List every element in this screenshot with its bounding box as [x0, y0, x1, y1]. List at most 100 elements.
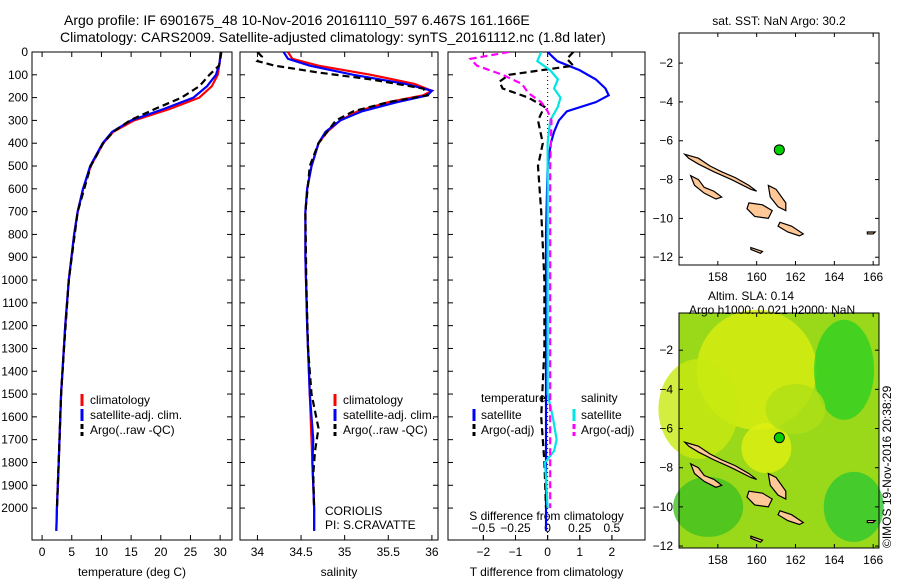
y-tick-label: 1200 — [1, 319, 28, 333]
lat-tick-label: −6 — [659, 422, 673, 436]
lat-tick-label: −10 — [653, 500, 674, 514]
lat-tick-label: −4 — [659, 382, 673, 396]
lat-tick-label: −12 — [653, 539, 674, 553]
y-tick-label: 1000 — [1, 273, 28, 287]
lon-tick-label: 164 — [824, 553, 844, 567]
island — [689, 462, 723, 488]
x-tick-label: 25 — [184, 545, 198, 559]
island — [866, 519, 877, 524]
map-title-line-1: Altim. SLA: 0.14 — [708, 289, 794, 303]
lat-tick-label: −6 — [659, 134, 673, 148]
island — [767, 184, 787, 212]
x-tick-label: 1 — [576, 545, 583, 559]
y-tick-label: 1500 — [1, 387, 28, 401]
source-annotation: PI: S.CRAVATTE — [325, 518, 416, 532]
sla-anomaly-patch — [658, 358, 739, 459]
island — [767, 472, 787, 501]
legend-label: satellite — [481, 408, 522, 422]
lat-tick-label: −2 — [659, 56, 673, 70]
x-tick-label: 35.5 — [377, 545, 401, 559]
y-tick-label: 100 — [8, 68, 28, 82]
y-tick-label: 0 — [21, 45, 28, 59]
legend-label: climatology — [343, 393, 403, 407]
title-line-2: Climatology: CARS2009. Satellite-adjuste… — [60, 29, 606, 45]
x-tick-label: 5 — [68, 545, 75, 559]
legend-label: Argo(..raw -QC) — [90, 423, 175, 437]
argo-float-marker — [773, 144, 785, 156]
title-line-1: Argo profile: IF 6901675_48 10-Nov-2016 … — [64, 12, 530, 28]
y-tick-label: 1100 — [2, 296, 28, 310]
island — [682, 153, 758, 192]
x2-tick-label: −0.5 — [471, 521, 495, 535]
lat-tick-label: −8 — [659, 461, 673, 475]
y-tick-label: 500 — [8, 159, 28, 173]
y-tick-label: 800 — [8, 227, 28, 241]
y-tick-label: 600 — [8, 182, 28, 196]
lon-tick-label: 166 — [863, 270, 883, 284]
y-tick-label: 300 — [8, 113, 28, 127]
map-frame — [678, 312, 880, 549]
y-tick-label: 2000 — [1, 501, 28, 515]
lon-tick-label: 158 — [708, 553, 728, 567]
sla-anomaly-patch — [814, 319, 875, 420]
x-tick-label: 15 — [124, 545, 138, 559]
x2-tick-label: −0.25 — [500, 521, 531, 535]
x-tick-label: 34 — [251, 545, 265, 559]
legend-label: satellite — [581, 408, 622, 422]
lon-tick-label: 162 — [785, 553, 805, 567]
panel-difference: −2 −1 0 1 2 T difference from climatology −0.5… — [447, 51, 646, 579]
x-tick-label: 10 — [95, 545, 109, 559]
x-tick-label: 36 — [425, 545, 439, 559]
y-tick-label: 1300 — [1, 341, 28, 355]
y-tick-label: 1800 — [1, 455, 28, 469]
y-tick-label: 400 — [8, 136, 28, 150]
y-tick-label: 1600 — [1, 410, 28, 424]
x-tick-label: 0 — [544, 545, 551, 559]
x-tick-label: 2 — [609, 545, 616, 559]
series-line-satellite-adj-clim- — [282, 52, 434, 531]
map-title: sat. SST: NaN Argo: 30.2 — [712, 14, 846, 28]
island — [866, 231, 877, 235]
series-line-argo-raw-qc- — [55, 52, 223, 509]
panel-temperature: 0 5 10 15 20 25 30 temperature (deg C) 0 100 200 30… — [1, 45, 233, 579]
y-tick-label: 1700 — [1, 433, 28, 447]
x-tick-label: 34.5 — [289, 545, 313, 559]
legend-label: satellite-adj. clim. — [343, 408, 435, 422]
x2-tick-label: 0.5 — [604, 521, 621, 535]
lon-tick-label: 164 — [824, 270, 844, 284]
map-title-line-2: Argo h1000: 0.021 h2000: NaN — [689, 303, 855, 317]
x-tick-label: 20 — [154, 545, 168, 559]
lat-tick-label: −2 — [659, 343, 673, 357]
legend-header-salinity: salinity — [581, 391, 618, 405]
x-tick-label: 0 — [39, 545, 46, 559]
map-frame — [678, 32, 880, 266]
y-tick-label: 900 — [8, 250, 28, 264]
island — [746, 490, 773, 508]
source-annotation: CORIOLIS — [325, 504, 382, 518]
island — [746, 202, 773, 220]
sla-anomaly-patch — [673, 476, 744, 537]
lat-tick-label: −8 — [659, 173, 673, 187]
legend-header-temperature: temperature — [481, 391, 546, 405]
x-tick-label: 35 — [338, 545, 352, 559]
sla-anomaly-patch — [765, 383, 826, 434]
panel-frame — [239, 51, 439, 541]
lon-tick-label: 160 — [747, 553, 767, 567]
island — [750, 535, 764, 543]
sla-anomaly-patch — [823, 471, 884, 542]
y-tick-label: 1400 — [1, 364, 28, 378]
island — [750, 246, 764, 255]
island — [777, 221, 805, 237]
island — [689, 174, 723, 200]
series-line-salinity-argo-adj- — [468, 52, 553, 509]
panel-salinity: 34 34.5 35 35.5 36 salinity climatologysatelli… — [239, 51, 439, 579]
argo-float-marker — [773, 432, 785, 444]
y-tick-label: 1900 — [1, 478, 28, 492]
x-axis-label: salinity — [321, 565, 358, 579]
legend-label: Argo(..raw -QC) — [343, 423, 428, 437]
x-tick-label: −2 — [477, 545, 491, 559]
lon-tick-label: 160 — [747, 270, 767, 284]
lon-tick-label: 166 — [863, 553, 883, 567]
